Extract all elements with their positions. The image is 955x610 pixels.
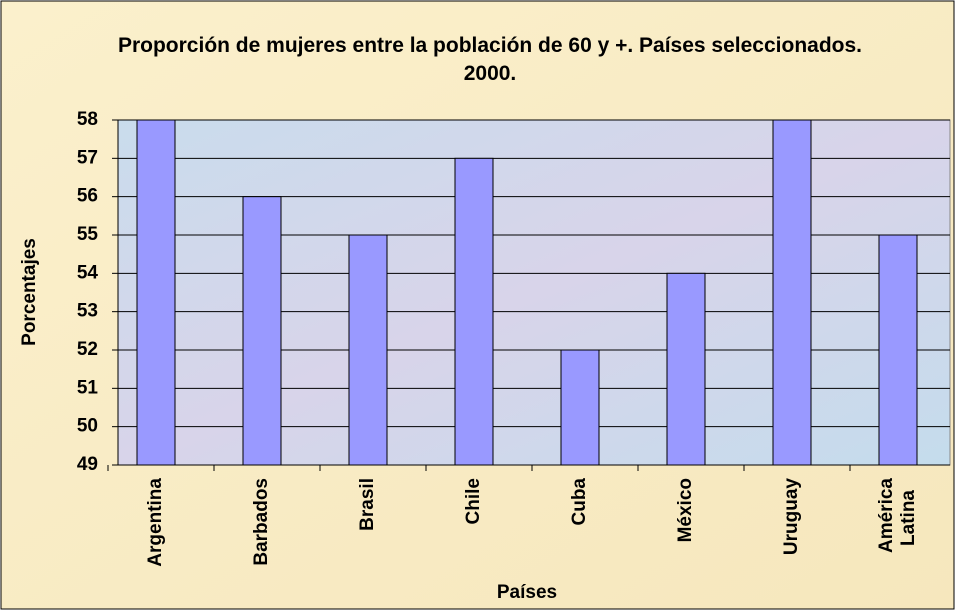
x-tick-label: Brasil (357, 478, 378, 531)
x-tick-label: México (675, 478, 696, 542)
bar (772, 119, 812, 466)
y-tick-label: 53 (77, 301, 98, 322)
x-tick-label: Chile (463, 478, 484, 524)
x-tick-label: Barbados (251, 478, 272, 566)
bar (878, 234, 918, 466)
y-tick-label: 57 (77, 147, 98, 168)
bar (348, 234, 388, 466)
bar (136, 119, 176, 466)
x-tick-label: AméricaLatina (876, 478, 919, 553)
y-axis-title: Porcentajes (19, 238, 40, 346)
y-tick-label: 55 (77, 224, 99, 245)
chart-title: Proporción de mujeres entre la población… (117, 34, 863, 85)
x-tick-label: Uruguay (781, 478, 802, 556)
bar (666, 272, 706, 466)
y-tick-label: 54 (77, 262, 99, 283)
y-tick-label: 49 (77, 454, 98, 475)
x-axis-title: Países (497, 582, 557, 603)
bar (242, 196, 282, 466)
bar (454, 157, 494, 466)
y-tick-label: 58 (77, 109, 98, 130)
y-tick-label: 56 (77, 186, 98, 207)
bar (560, 349, 600, 466)
y-tick-label: 50 (77, 416, 98, 437)
x-tick-label: Cuba (569, 478, 590, 526)
y-tick-label: 51 (77, 377, 99, 398)
x-tick-label: Argentina (145, 478, 166, 567)
y-tick-label: 52 (77, 339, 98, 360)
